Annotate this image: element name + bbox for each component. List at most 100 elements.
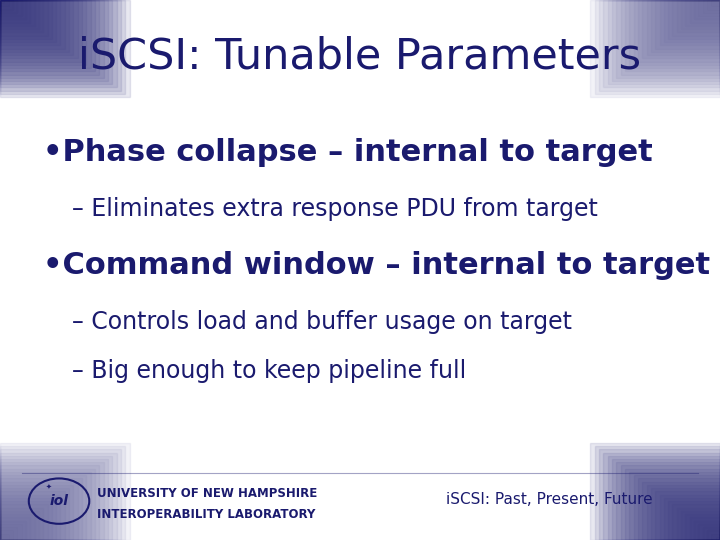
Bar [681, 0, 720, 29]
Bar [642, 482, 720, 540]
Bar [716, 537, 720, 540]
Bar [0, 0, 78, 58]
Bar [0, 0, 56, 42]
Bar [0, 0, 73, 55]
Bar [694, 0, 720, 19]
Bar [0, 465, 99, 540]
Bar [660, 495, 720, 540]
Bar [0, 504, 48, 540]
Bar [711, 0, 720, 6]
Bar [677, 0, 720, 32]
Bar [0, 488, 69, 540]
Bar [0, 462, 104, 540]
Bar [690, 0, 720, 23]
Bar [603, 0, 720, 87]
Bar [0, 0, 60, 45]
Bar [0, 514, 35, 540]
Bar [608, 456, 720, 540]
Bar [0, 478, 82, 540]
Bar [664, 498, 720, 540]
Bar [685, 514, 720, 540]
Bar [660, 0, 720, 45]
Bar [694, 521, 720, 540]
Bar [668, 501, 720, 540]
Bar [0, 524, 22, 540]
Bar [0, 0, 22, 16]
Bar [0, 0, 30, 23]
Bar [672, 504, 720, 540]
Bar [0, 0, 4, 3]
Bar [0, 0, 48, 36]
Bar [634, 475, 720, 540]
Bar [0, 498, 56, 540]
Bar [0, 0, 17, 13]
Bar [703, 527, 720, 540]
Bar [0, 472, 91, 540]
Bar [0, 469, 95, 540]
Text: •Phase collapse – internal to target: •Phase collapse – internal to target [43, 138, 653, 167]
Bar [0, 495, 60, 540]
Text: iSCSI: Past, Present, Future: iSCSI: Past, Present, Future [446, 492, 653, 507]
Bar [0, 0, 52, 39]
Bar [590, 443, 720, 540]
Bar [0, 0, 99, 75]
Text: UNIVERSITY OF NEW HAMPSHIRE: UNIVERSITY OF NEW HAMPSHIRE [97, 487, 318, 500]
Bar [599, 449, 720, 540]
Text: – Controls load and buffer usage on target: – Controls load and buffer usage on targ… [72, 310, 572, 334]
Bar [0, 0, 125, 94]
Bar [655, 491, 720, 540]
Bar [0, 0, 91, 68]
Bar [664, 0, 720, 42]
Bar [608, 0, 720, 84]
Bar [0, 0, 26, 19]
Bar [0, 475, 86, 540]
Bar [616, 462, 720, 540]
Bar [603, 453, 720, 540]
Bar [0, 0, 95, 71]
Bar [651, 488, 720, 540]
Bar [642, 0, 720, 58]
Bar [707, 0, 720, 10]
Bar [677, 508, 720, 540]
Bar [625, 0, 720, 71]
Bar [599, 0, 720, 91]
Text: – Eliminates extra response PDU from target: – Eliminates extra response PDU from tar… [72, 197, 598, 221]
Bar [0, 0, 65, 49]
Bar [0, 0, 130, 97]
Bar [0, 0, 39, 29]
Bar [655, 0, 720, 49]
Bar [716, 0, 720, 3]
Bar [0, 491, 65, 540]
Bar [621, 0, 720, 75]
Text: •Command window – internal to target: •Command window – internal to target [43, 251, 711, 280]
Bar [0, 0, 35, 26]
Bar [690, 517, 720, 540]
Bar [647, 0, 720, 55]
Bar [672, 0, 720, 36]
Bar [711, 534, 720, 540]
Bar [590, 0, 720, 97]
Bar [634, 0, 720, 65]
Bar [616, 0, 720, 78]
Bar [0, 459, 108, 540]
Bar [0, 453, 117, 540]
Text: INTEROPERABILITY LABORATORY: INTEROPERABILITY LABORATORY [97, 508, 315, 521]
Bar [685, 0, 720, 26]
Bar [698, 524, 720, 540]
Bar [0, 530, 13, 540]
Bar [0, 0, 86, 65]
Bar [629, 0, 720, 68]
Bar [703, 0, 720, 13]
Bar [0, 0, 13, 10]
Bar [0, 0, 69, 52]
Bar [0, 508, 43, 540]
Bar [0, 449, 121, 540]
Bar [681, 511, 720, 540]
Bar [0, 527, 17, 540]
Bar [629, 472, 720, 540]
Bar [612, 0, 720, 81]
Bar [0, 443, 130, 540]
Bar [595, 0, 720, 94]
Bar [0, 537, 4, 540]
Text: iSCSI: Tunable Parameters: iSCSI: Tunable Parameters [78, 35, 642, 77]
